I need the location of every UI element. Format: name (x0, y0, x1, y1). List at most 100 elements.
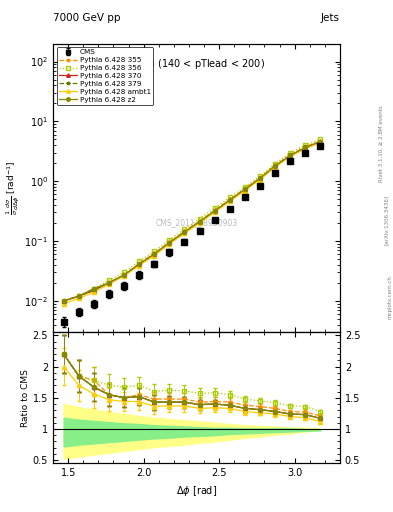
Pythia 6.428 355 (122, 272, 127, 278)
Pythia 6.428 356 (152, 248, 156, 254)
Pythia 6.428 370 (242, 187, 247, 193)
Pythia 6.428 379 (228, 197, 232, 203)
Pythia 6.428 ambt1 (242, 188, 247, 194)
Pythia 6.428 z2 (137, 261, 141, 267)
Pythia 6.428 355 (167, 239, 172, 245)
Text: Jets: Jets (321, 13, 340, 23)
Pythia 6.428 ambt1 (76, 295, 81, 302)
Pythia 6.428 ambt1 (182, 230, 187, 237)
Pythia 6.428 ambt1 (92, 289, 96, 295)
Pythia 6.428 355 (242, 186, 247, 192)
Pythia 6.428 379 (76, 293, 81, 299)
Pythia 6.428 356 (288, 150, 292, 156)
Pythia 6.428 379 (212, 208, 217, 215)
Pythia 6.428 356 (107, 278, 111, 284)
Line: Pythia 6.428 ambt1: Pythia 6.428 ambt1 (62, 141, 322, 306)
Pythia 6.428 356 (137, 258, 141, 264)
Pythia 6.428 356 (122, 269, 127, 275)
Pythia 6.428 z2 (167, 240, 172, 246)
Pythia 6.428 z2 (303, 144, 308, 151)
Pythia 6.428 356 (257, 173, 262, 179)
Pythia 6.428 355 (197, 218, 202, 224)
Pythia 6.428 370 (228, 197, 232, 203)
Pythia 6.428 370 (152, 251, 156, 258)
Pythia 6.428 ambt1 (197, 220, 202, 226)
Pythia 6.428 370 (76, 293, 81, 299)
Pythia 6.428 370 (212, 208, 217, 215)
Pythia 6.428 379 (107, 280, 111, 286)
Pythia 6.428 370 (107, 280, 111, 286)
Pythia 6.428 356 (167, 237, 172, 243)
Pythia 6.428 379 (318, 139, 323, 145)
Pythia 6.428 379 (152, 251, 156, 258)
Pythia 6.428 379 (167, 240, 172, 246)
Line: Pythia 6.428 370: Pythia 6.428 370 (62, 140, 322, 303)
Line: Pythia 6.428 355: Pythia 6.428 355 (62, 139, 322, 303)
Pythia 6.428 z2 (228, 197, 232, 203)
Pythia 6.428 355 (182, 228, 187, 234)
Pythia 6.428 370 (92, 287, 96, 293)
Pythia 6.428 355 (152, 250, 156, 257)
Pythia 6.428 ambt1 (288, 154, 292, 160)
Pythia 6.428 355 (212, 207, 217, 214)
Text: 7000 GeV pp: 7000 GeV pp (53, 13, 121, 23)
Pythia 6.428 370 (137, 261, 141, 267)
Pythia 6.428 z2 (288, 153, 292, 159)
Pythia 6.428 355 (228, 197, 232, 203)
Pythia 6.428 370 (257, 176, 262, 182)
Pythia 6.428 ambt1 (318, 140, 323, 146)
Pythia 6.428 379 (61, 298, 66, 304)
Text: Rivet 3.1.10, ≥ 2.8M events: Rivet 3.1.10, ≥ 2.8M events (379, 105, 384, 182)
Line: Pythia 6.428 356: Pythia 6.428 356 (62, 137, 322, 303)
Text: CMS_2011_S8950903: CMS_2011_S8950903 (155, 218, 238, 227)
Pythia 6.428 355 (137, 261, 141, 267)
Pythia 6.428 355 (61, 298, 66, 304)
Pythia 6.428 370 (318, 139, 323, 145)
Pythia 6.428 355 (303, 144, 308, 150)
X-axis label: $\Delta\phi$ [rad]: $\Delta\phi$ [rad] (176, 484, 217, 498)
Pythia 6.428 355 (288, 152, 292, 158)
Pythia 6.428 ambt1 (152, 252, 156, 259)
Line: Pythia 6.428 z2: Pythia 6.428 z2 (62, 139, 322, 303)
Pythia 6.428 ambt1 (137, 263, 141, 269)
Pythia 6.428 z2 (212, 208, 217, 214)
Y-axis label: $\frac{1}{\sigma}\frac{d\sigma}{d\Delta\phi}$ [rad$^{-1}$]: $\frac{1}{\sigma}\frac{d\sigma}{d\Delta\… (4, 161, 22, 215)
Pythia 6.428 z2 (257, 175, 262, 181)
Pythia 6.428 ambt1 (212, 209, 217, 216)
Pythia 6.428 379 (273, 163, 277, 169)
Pythia 6.428 370 (197, 219, 202, 225)
Pythia 6.428 355 (318, 138, 323, 144)
Pythia 6.428 355 (273, 162, 277, 168)
Pythia 6.428 356 (76, 293, 81, 299)
Pythia 6.428 379 (182, 229, 187, 236)
Pythia 6.428 356 (303, 142, 308, 148)
Pythia 6.428 356 (61, 298, 66, 304)
Pythia 6.428 z2 (76, 293, 81, 299)
Pythia 6.428 ambt1 (61, 301, 66, 307)
Pythia 6.428 379 (137, 261, 141, 267)
Text: mcplots.cern.ch: mcplots.cern.ch (388, 275, 393, 319)
Legend: CMS, Pythia 6.428 355, Pythia 6.428 356, Pythia 6.428 370, Pythia 6.428 379, Pyt: CMS, Pythia 6.428 355, Pythia 6.428 356,… (57, 47, 153, 104)
Pythia 6.428 355 (76, 293, 81, 299)
Pythia 6.428 379 (303, 145, 308, 151)
Pythia 6.428 370 (288, 153, 292, 159)
Pythia 6.428 370 (167, 240, 172, 246)
Pythia 6.428 ambt1 (257, 177, 262, 183)
Pythia 6.428 z2 (107, 280, 111, 286)
Pythia 6.428 370 (273, 163, 277, 169)
Pythia 6.428 356 (318, 136, 323, 142)
Pythia 6.428 379 (257, 176, 262, 182)
Text: [arXiv:1306.3436]: [arXiv:1306.3436] (384, 195, 388, 245)
Pythia 6.428 370 (182, 229, 187, 236)
Pythia 6.428 379 (288, 153, 292, 159)
Pythia 6.428 370 (122, 272, 127, 278)
Pythia 6.428 ambt1 (107, 281, 111, 287)
Pythia 6.428 356 (182, 226, 187, 232)
Pythia 6.428 z2 (242, 186, 247, 193)
Pythia 6.428 379 (92, 287, 96, 293)
Pythia 6.428 379 (242, 187, 247, 193)
Pythia 6.428 356 (92, 286, 96, 292)
Pythia 6.428 355 (92, 286, 96, 292)
Pythia 6.428 z2 (61, 298, 66, 304)
Pythia 6.428 z2 (122, 272, 127, 278)
